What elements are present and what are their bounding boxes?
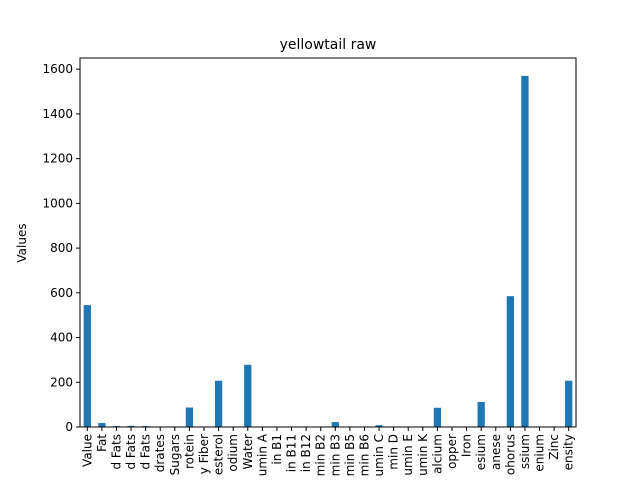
x-tick-label: min B5 (343, 434, 357, 476)
y-axis-label: Values (15, 223, 29, 262)
y-tick-label: 800 (50, 241, 73, 255)
bar-7 (185, 407, 194, 427)
y-tick-label: 1200 (42, 152, 73, 166)
x-tick-label: in B11 (285, 434, 299, 472)
x-tick-label: min B3 (328, 434, 342, 476)
bar-24 (433, 407, 442, 427)
bars-group (83, 75, 573, 427)
x-tick-label: esterol (212, 434, 226, 475)
x-tick-label: d Fats (124, 434, 138, 470)
axes-frame (79, 57, 577, 428)
x-tick-label: umin K (416, 433, 430, 476)
x-tick-label: enium (533, 434, 547, 472)
x-tick-label: Fat (95, 434, 109, 452)
x-tick-label: ohorus (503, 434, 517, 475)
x-tick-label: ssium (518, 434, 532, 469)
x-tick-label: alcium (430, 434, 444, 474)
x-tick-label: umin C (372, 434, 386, 476)
bar-27 (477, 401, 485, 427)
x-tick-label: esium (474, 434, 488, 470)
bar-9 (214, 380, 223, 427)
x-tick-label: in B1 (270, 434, 284, 465)
x-tick-label: Value (80, 434, 94, 467)
bar-11 (244, 364, 252, 427)
x-tick-label: min D (387, 434, 401, 470)
x-tick-label: Water (241, 434, 255, 470)
y-tick-label: 1400 (42, 107, 73, 121)
bar-0 (83, 305, 91, 427)
x-tick-label: min B2 (314, 434, 328, 476)
x-tick-label: opper (445, 434, 459, 469)
y-tick-label: 1600 (42, 62, 73, 76)
bar-1 (98, 422, 106, 427)
bar-33 (565, 380, 573, 427)
bar-3 (127, 425, 135, 427)
y-tick-label: 600 (50, 286, 73, 300)
y-tick-label: 0 (65, 420, 73, 434)
x-tick-label: y Fiber (197, 434, 211, 474)
x-tick-label: in B12 (299, 434, 313, 472)
bar-20 (375, 425, 383, 427)
x-tick-label: Zinc (547, 434, 561, 460)
chart-title: yellowtail raw (280, 37, 377, 53)
y-tick-label: 1000 (42, 196, 73, 210)
x-tick-label: Sugars (168, 434, 182, 475)
y-axis-ticks: 0 200 400 600 800 1000 1200 1400 1600 (42, 62, 80, 434)
bar-30 (521, 75, 529, 427)
x-tick-label: d Fats (139, 434, 153, 470)
x-tick-label: d Fats (109, 434, 123, 470)
y-tick-label: 400 (50, 331, 73, 345)
x-tick-label: umin E (401, 434, 415, 476)
bar-17 (331, 422, 339, 427)
x-tick-label: rotein (182, 434, 196, 469)
x-tick-label: anese (489, 434, 503, 470)
bar-29 (506, 296, 514, 427)
x-tick-label: odium (226, 434, 240, 472)
x-tick-label: drates (153, 434, 167, 472)
x-tick-label: Iron (460, 434, 474, 457)
x-tick-label: umin A (255, 433, 269, 476)
x-axis-ticks: Value Fat d Fats d Fats d Fats drates Sugars ro… (80, 427, 576, 476)
x-tick-label: ensity (562, 434, 576, 470)
y-tick-label: 200 (50, 375, 73, 389)
x-tick-label: min B6 (357, 434, 371, 476)
